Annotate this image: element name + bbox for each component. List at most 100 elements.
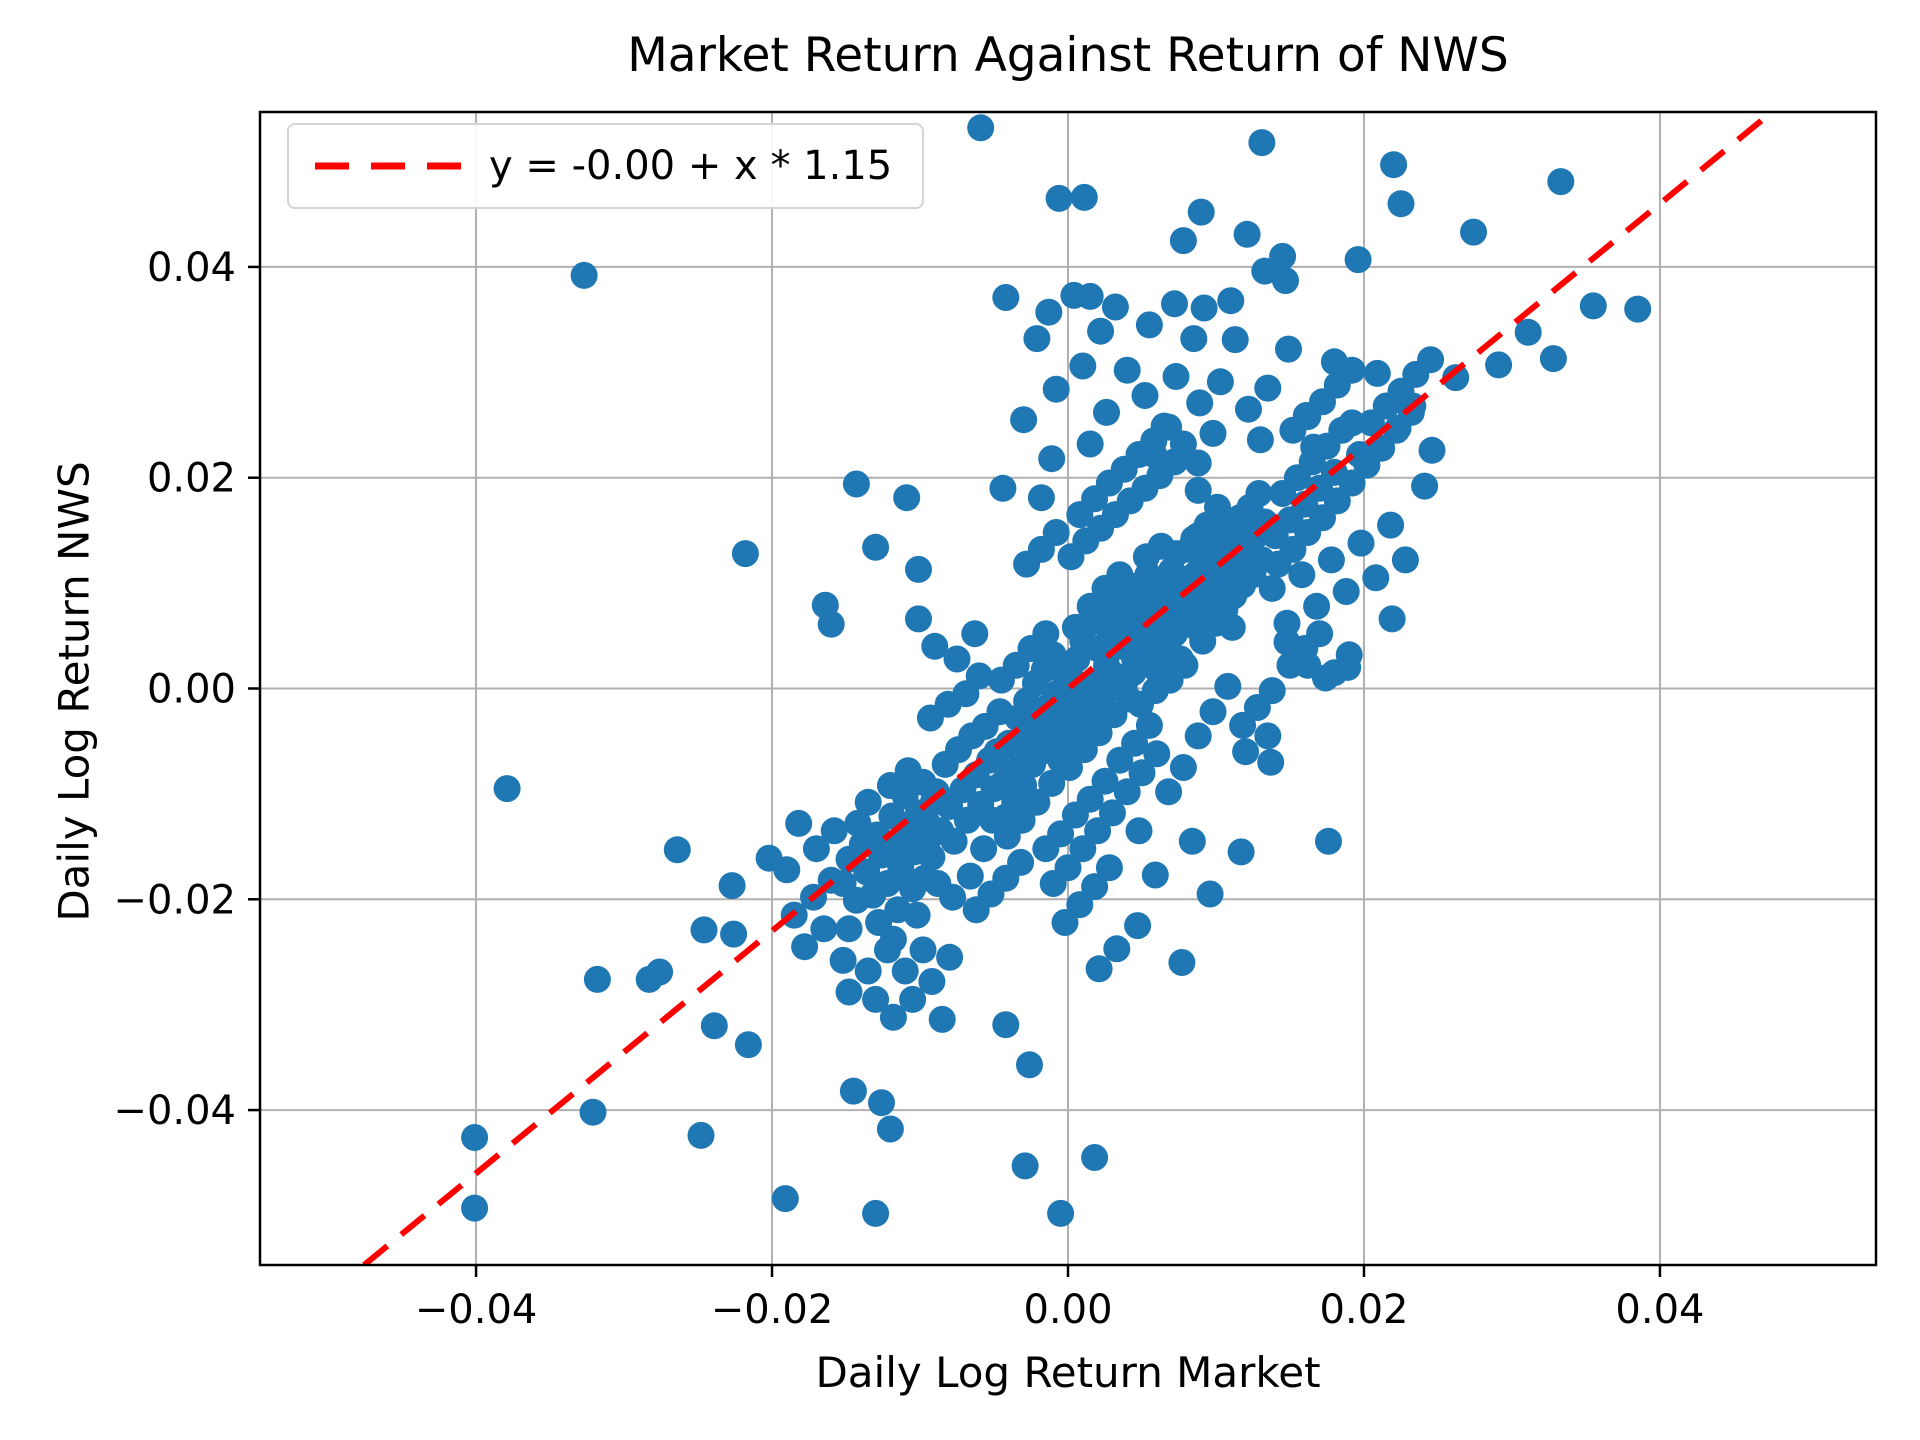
scatter-point [773, 856, 801, 884]
scatter-point [1091, 767, 1119, 795]
scatter-point [1320, 659, 1348, 687]
scatter-point [1275, 335, 1302, 363]
scatter-point [1178, 827, 1206, 855]
scatter-point [970, 835, 998, 863]
scatter-point [862, 533, 890, 561]
scatter-point [1135, 311, 1163, 339]
scatter-point [1007, 848, 1035, 876]
scatter-point [1306, 620, 1334, 648]
scatter-point [905, 605, 932, 633]
x-tick-label: 0.00 [1023, 1287, 1112, 1333]
y-tick-label: 0.04 [147, 245, 236, 291]
scatter-point [943, 645, 971, 673]
scatter-point [1087, 317, 1115, 345]
legend-label: y = -0.00 + x * 1.15 [489, 143, 893, 189]
scatter-point [1315, 827, 1342, 855]
scatter-point [868, 1089, 895, 1117]
scatter-point [1054, 854, 1082, 882]
x-tick-label: −0.02 [711, 1287, 834, 1333]
scatter-point [940, 827, 968, 855]
scatter-point [820, 817, 848, 845]
scatter-point [1184, 449, 1212, 477]
scatter-point [1328, 416, 1356, 444]
scatter-point [1378, 605, 1406, 633]
scatter-point [1093, 398, 1120, 426]
scatter-point [1180, 325, 1208, 353]
scatter-point [1190, 294, 1218, 322]
scatter-point [1032, 620, 1060, 648]
scatter-point [965, 662, 993, 690]
scatter-point [1161, 290, 1188, 318]
scatter-point [829, 946, 857, 974]
scatter-point [461, 1124, 489, 1151]
scatter-point [700, 1012, 728, 1040]
scatter-point [1042, 519, 1070, 546]
scatter-point [936, 943, 964, 971]
scatter-point [1141, 861, 1169, 889]
scatter-point [1047, 820, 1075, 848]
scatter-point [1085, 719, 1113, 747]
scatter-point [854, 788, 882, 816]
scatter-point [720, 920, 748, 948]
scatter-point [1214, 672, 1242, 700]
scatter-point [1547, 168, 1575, 196]
scatter-point [1186, 389, 1214, 417]
scatter-point [1023, 325, 1051, 353]
scatter-point [1051, 909, 1079, 936]
scatter-point [1060, 281, 1088, 309]
scatter-point [1460, 218, 1487, 246]
y-tick-label: −0.04 [113, 1088, 236, 1134]
scatter-point [1169, 227, 1197, 255]
scatter-point [579, 1098, 607, 1126]
scatter-point [791, 933, 819, 961]
scatter-point [1514, 318, 1542, 346]
scatter-point [1317, 546, 1345, 574]
scatter-point [1624, 295, 1652, 323]
axis-ticks: −0.04 −0.02 0.00 0.02 0.04 −0.04 −0.02 0.00 0.02… [113, 245, 1704, 1333]
scatter-point [1169, 430, 1197, 458]
scatter-point [1113, 778, 1141, 806]
scatter-point [583, 965, 611, 993]
scatter-point [493, 775, 521, 803]
scatter-point [992, 1011, 1020, 1039]
scatter-point [771, 1185, 799, 1213]
y-tick-label: −0.02 [113, 877, 236, 923]
scatter-point [1184, 722, 1212, 750]
scatter-point [899, 985, 927, 1013]
scatter-point [1387, 190, 1415, 218]
scatter-point [1206, 368, 1234, 396]
scatter-point [1016, 1051, 1043, 1079]
x-tick-label: 0.04 [1615, 1287, 1704, 1333]
scatter-point [1221, 326, 1249, 354]
scatter-point [874, 936, 901, 964]
scatter-point [961, 620, 989, 648]
scatter-point [1235, 395, 1262, 423]
scatter-point [1124, 912, 1152, 940]
scatter-point [1011, 1152, 1039, 1180]
scatter-point [1204, 493, 1231, 521]
scatter-point [1417, 346, 1445, 374]
scatter-point [835, 915, 863, 943]
regression-line [362, 112, 1774, 1265]
scatter-point [687, 1121, 715, 1149]
scatter-point [1061, 613, 1089, 641]
scatter-point [1121, 729, 1149, 757]
scatter-point [903, 901, 931, 929]
scatter-point [1344, 246, 1372, 274]
scatter-point [1069, 352, 1097, 380]
scatter-point [891, 957, 919, 985]
scatter-point [1254, 722, 1282, 750]
scatter-point [1113, 356, 1141, 384]
scatter-point [1232, 738, 1260, 766]
scatter-point [1184, 476, 1212, 504]
scatter-point [1056, 754, 1083, 781]
scatter-point [1069, 835, 1097, 863]
scatter-points [461, 114, 1652, 1227]
scatter-point [1131, 382, 1159, 409]
scatter-point [1338, 469, 1366, 497]
scatter-point [1027, 484, 1055, 512]
scatter-point [1254, 374, 1282, 402]
scatter-point [734, 1031, 762, 1059]
